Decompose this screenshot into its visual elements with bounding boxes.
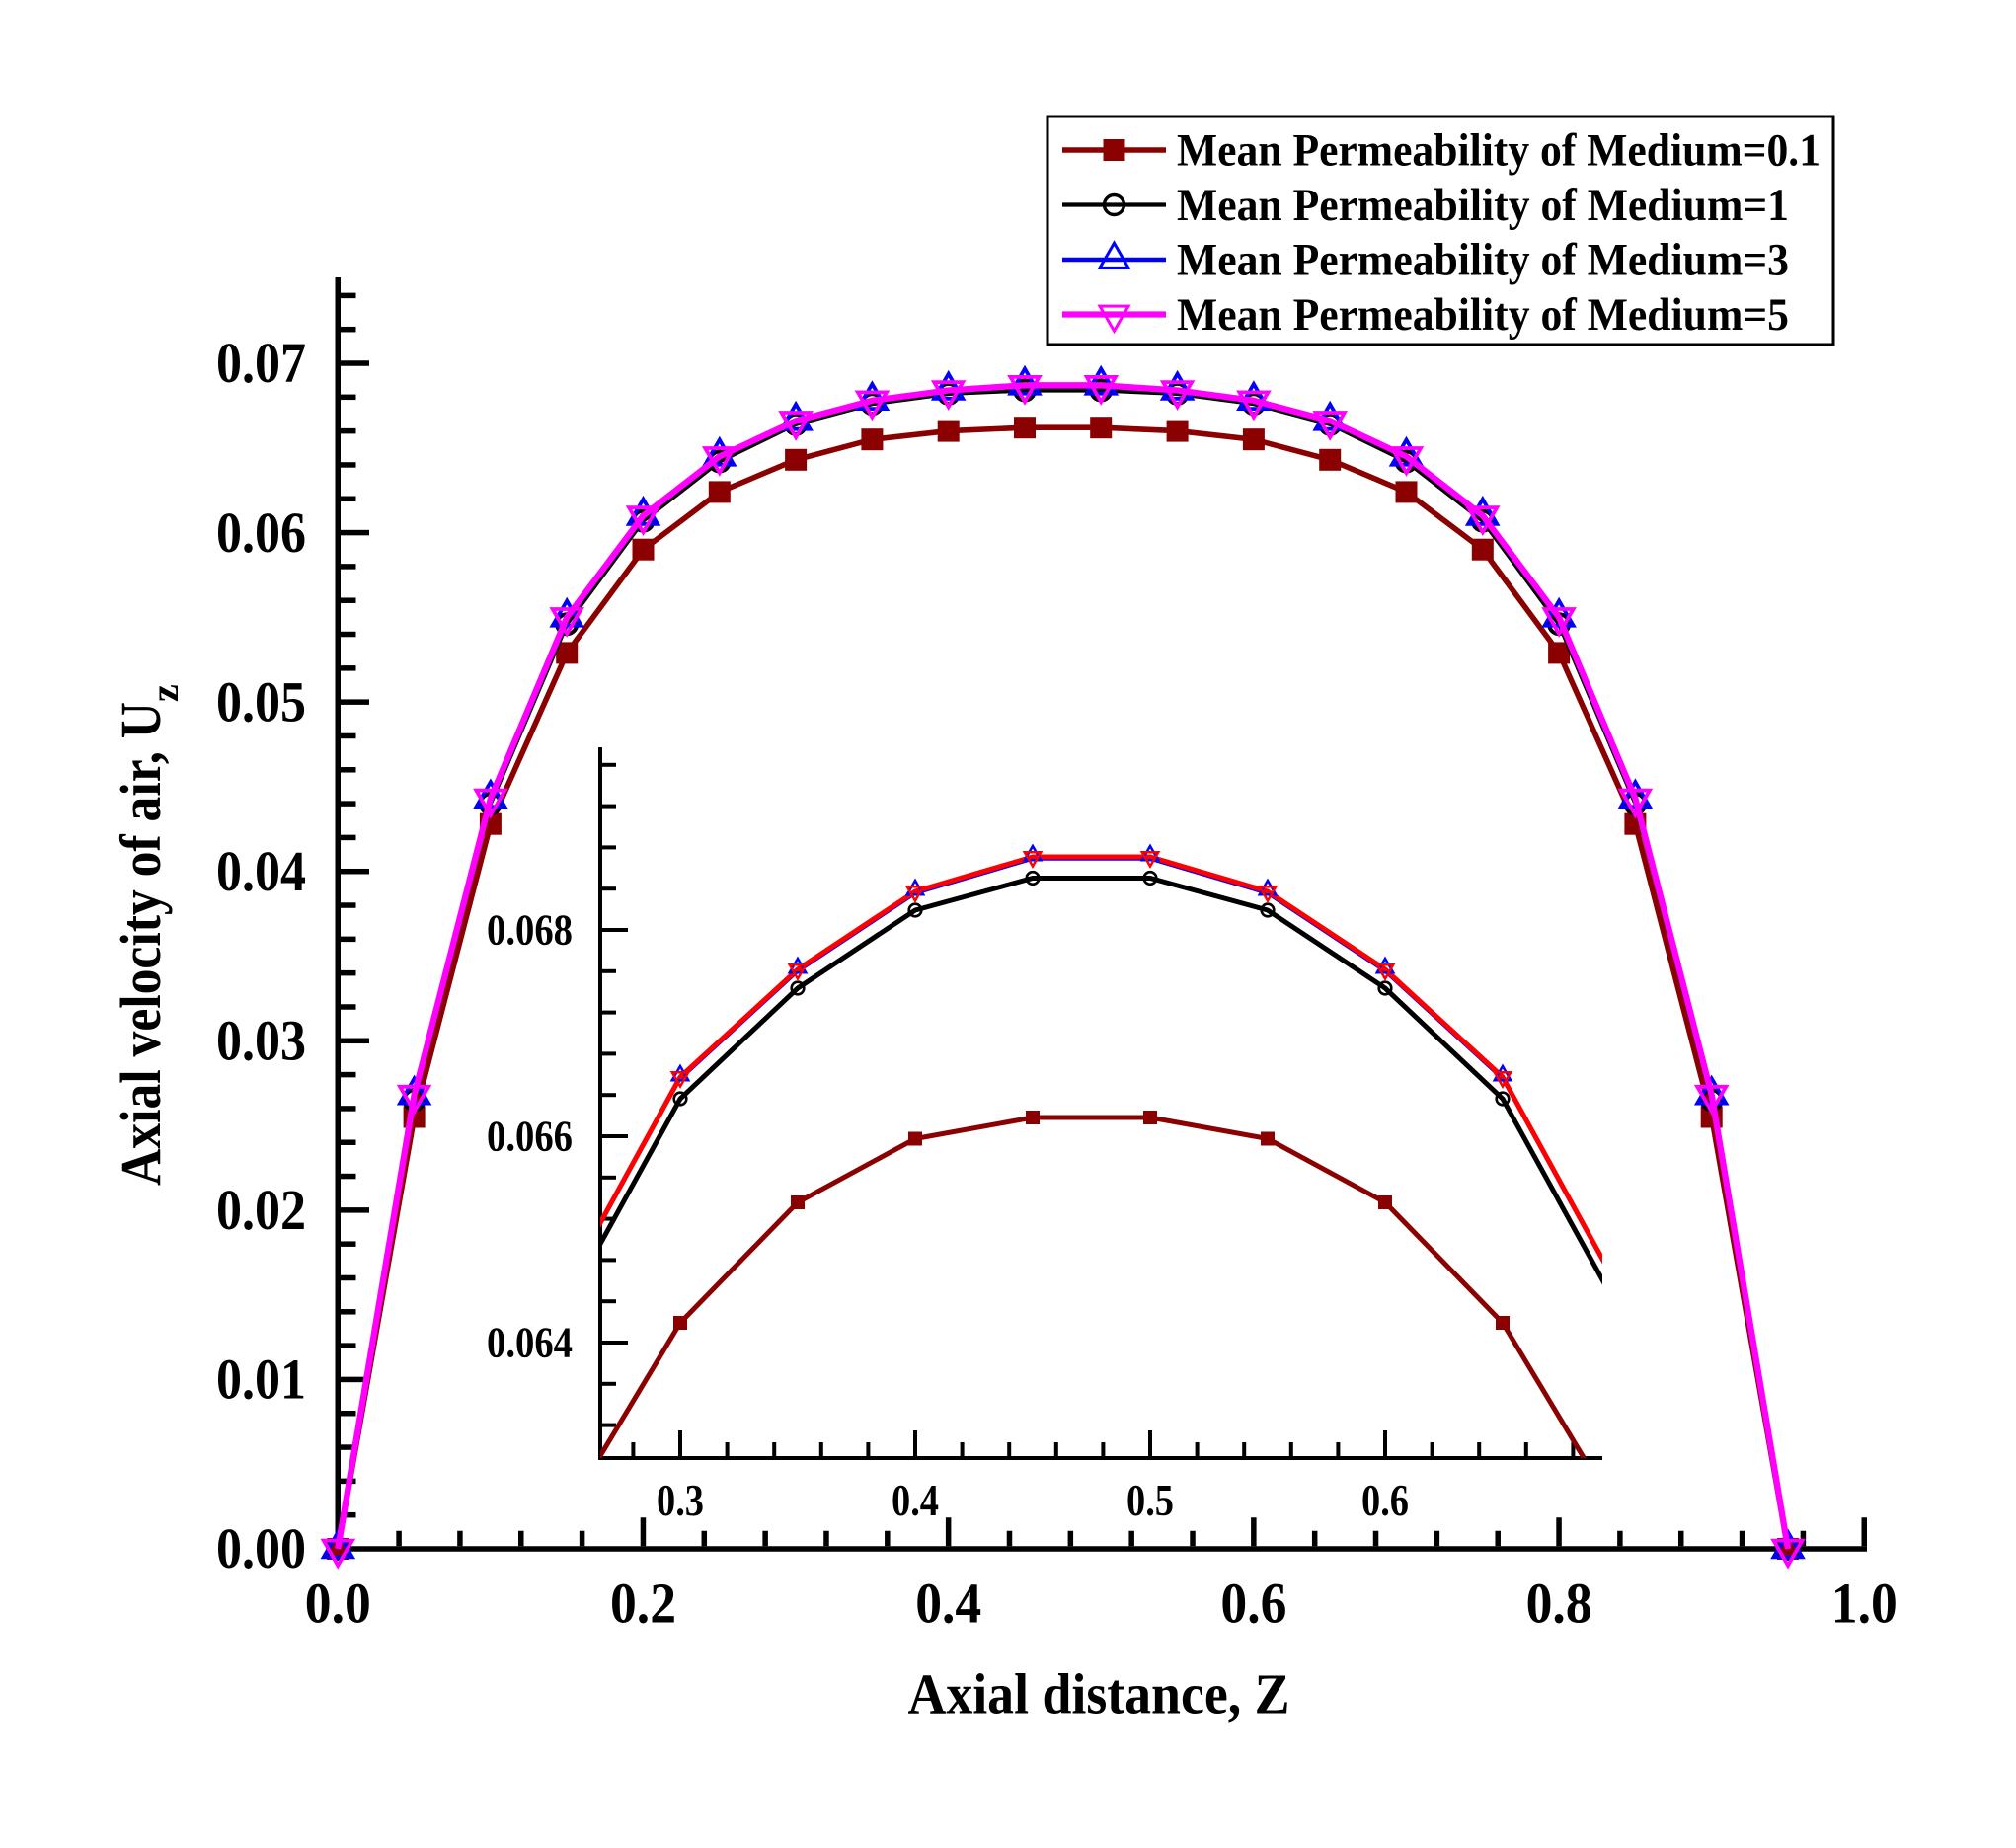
svg-text:Mean Permeability of Medium=1: Mean Permeability of Medium=1 xyxy=(1177,180,1789,231)
svg-text:0.01: 0.01 xyxy=(216,1348,306,1412)
svg-text:0.6: 0.6 xyxy=(1361,1476,1409,1525)
svg-text:0.066: 0.066 xyxy=(487,1113,573,1161)
svg-text:0.06: 0.06 xyxy=(216,500,306,565)
svg-text:0.07: 0.07 xyxy=(216,331,306,395)
svg-text:Axial velocity of air, Uz: Axial velocity of air, Uz xyxy=(109,684,187,1186)
svg-text:0.068: 0.068 xyxy=(487,906,573,955)
svg-text:0.02: 0.02 xyxy=(216,1178,306,1242)
svg-text:0.064: 0.064 xyxy=(487,1319,573,1367)
svg-text:0.4: 0.4 xyxy=(892,1476,939,1525)
svg-text:Mean Permeability of Medium=5: Mean Permeability of Medium=5 xyxy=(1177,289,1789,341)
svg-text:1.0: 1.0 xyxy=(1831,1571,1898,1635)
svg-text:0.03: 0.03 xyxy=(216,1009,306,1073)
svg-text:0.2: 0.2 xyxy=(610,1571,676,1635)
svg-text:0.4: 0.4 xyxy=(915,1571,981,1635)
svg-text:Mean Permeability of Medium=3: Mean Permeability of Medium=3 xyxy=(1177,235,1789,286)
svg-text:0.05: 0.05 xyxy=(216,669,306,733)
svg-text:0.6: 0.6 xyxy=(1220,1571,1286,1635)
svg-text:0.5: 0.5 xyxy=(1126,1476,1174,1525)
svg-text:0.04: 0.04 xyxy=(216,839,306,903)
svg-text:0.0: 0.0 xyxy=(305,1571,371,1635)
svg-text:Axial distance, Z: Axial distance, Z xyxy=(908,1661,1290,1726)
svg-text:0.3: 0.3 xyxy=(657,1476,704,1525)
svg-text:0.00: 0.00 xyxy=(216,1516,306,1580)
svg-text:Mean Permeability of Medium=0.: Mean Permeability of Medium=0.1 xyxy=(1177,125,1821,177)
svg-text:0.8: 0.8 xyxy=(1526,1571,1592,1635)
